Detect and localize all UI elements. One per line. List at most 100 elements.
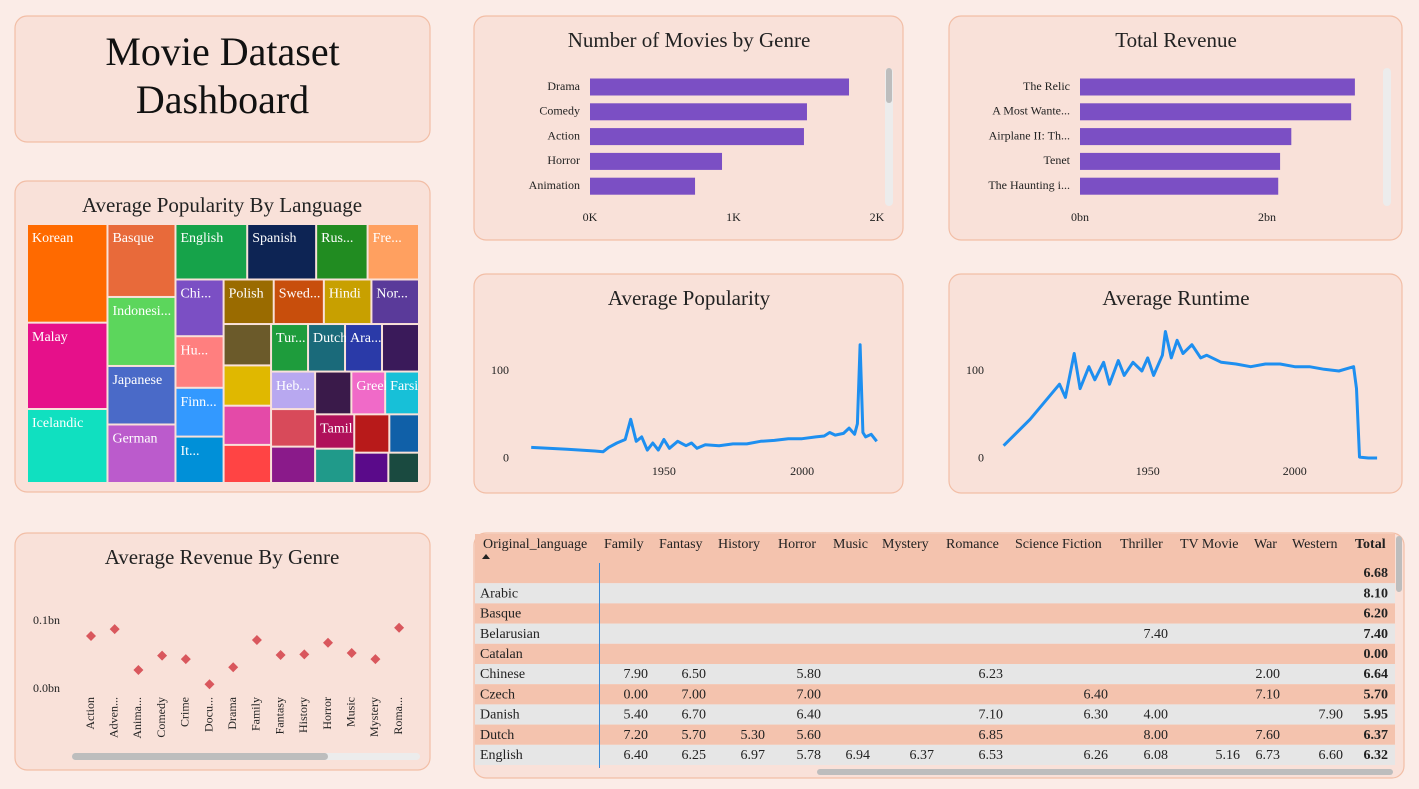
tile-label: Nor... — [376, 287, 408, 302]
y-tick-label: Airplane II: Th... — [989, 128, 1070, 142]
table-row — [475, 724, 1395, 745]
table-row — [475, 643, 1395, 664]
point — [133, 664, 144, 675]
x-tick-label: Mystery — [367, 697, 381, 737]
treemap-tile — [28, 323, 107, 408]
column-header: Horror — [778, 537, 816, 552]
column-header: Music — [833, 537, 868, 552]
table-cell: 7.20 — [624, 728, 649, 743]
bar — [1080, 78, 1355, 96]
column-header: Family — [604, 537, 644, 552]
table-row — [475, 563, 1395, 584]
point — [157, 650, 168, 661]
table-cell: 6.08 — [1144, 748, 1169, 763]
tile-label: Icelandic — [32, 416, 83, 431]
tile-label: Hu... — [180, 343, 208, 358]
table-cell: 5.95 — [1364, 708, 1389, 723]
table-cell: 5.40 — [624, 708, 649, 723]
table-cell: 7.00 — [682, 687, 707, 702]
chart-title: Average Popularity By Language — [82, 193, 362, 217]
scroll-thumb[interactable] — [1396, 536, 1402, 592]
treemap-tile — [176, 437, 223, 482]
treemap-tile — [224, 445, 271, 482]
table-cell: 6.50 — [682, 667, 707, 682]
table-cell: 4.00 — [1144, 708, 1169, 723]
point — [109, 624, 120, 635]
table-cell: 6.26 — [1084, 748, 1109, 763]
x-tick-label: Action — [83, 697, 97, 730]
treemap-tile — [389, 453, 418, 482]
column-header: History — [718, 537, 760, 552]
scroll-track — [1383, 68, 1391, 206]
y-tick-label: 0 — [503, 451, 509, 465]
line — [1002, 330, 1378, 460]
x-tick-label: 1K — [726, 210, 741, 224]
line — [531, 343, 878, 454]
tile-label: Spanish — [252, 231, 296, 246]
y-tick-label: 0.1bn — [33, 613, 60, 627]
x-tick-label: 1950 — [1136, 464, 1160, 478]
x-tick-label: 0bn — [1071, 210, 1089, 224]
table-cell: 8.10 — [1364, 586, 1389, 601]
y-tick-label: Horror — [547, 153, 580, 167]
x-tick-label: Horror — [320, 697, 334, 730]
x-tick-label: Comedy — [154, 697, 168, 738]
treemap-tile — [176, 225, 247, 279]
runtime-card — [948, 273, 1403, 494]
table-row — [475, 744, 1395, 765]
row-label: English — [480, 748, 523, 763]
treemap-tile — [28, 410, 107, 482]
treemap-tile — [28, 225, 107, 322]
sort-arrow — [482, 554, 490, 559]
bar — [590, 78, 850, 96]
y-tick-label: Drama — [547, 79, 580, 93]
treemap-tile — [272, 447, 315, 482]
row-label: Chinese — [480, 667, 525, 682]
tile-label: Indonesi... — [112, 304, 171, 319]
scroll-thumb[interactable] — [72, 753, 328, 760]
tile-label: Dutch — [313, 331, 347, 346]
table-cell: 5.80 — [797, 667, 822, 682]
bar — [1080, 128, 1292, 146]
table-cell: 6.20 — [1364, 607, 1389, 622]
revenue-bar-card — [948, 15, 1403, 241]
chart-title: Average Popularity — [608, 286, 771, 310]
y-tick-label: The Relic — [1023, 79, 1070, 93]
genre-bar-card — [473, 15, 904, 241]
table-cell: 7.00 — [797, 687, 822, 702]
table-cell: 6.70 — [682, 708, 707, 723]
treemap-tile — [176, 337, 223, 387]
treemap-tile — [108, 297, 175, 365]
table-row — [475, 684, 1395, 705]
table-cell: 6.73 — [1256, 748, 1281, 763]
table-cell: 7.60 — [1256, 728, 1281, 743]
column-header: TV Movie — [1180, 537, 1238, 552]
y-tick-label: Tenet — [1044, 153, 1071, 167]
y-tick-label: 100 — [491, 363, 509, 377]
table-cell: 5.70 — [1364, 687, 1389, 702]
table-cell: 6.85 — [979, 728, 1004, 743]
bar — [1080, 177, 1279, 195]
table-cell: 6.40 — [797, 708, 822, 723]
point — [346, 647, 357, 658]
table-cell: 6.97 — [741, 748, 766, 763]
x-tick-label: 2000 — [790, 464, 814, 478]
table: Original_language Family Fantasy History Hor… — [475, 534, 1395, 768]
tile-label: Basque — [112, 231, 153, 246]
tile-label: Rus... — [321, 231, 353, 246]
x-tick-label: Fantasy — [272, 697, 286, 734]
scatter-card — [14, 532, 431, 771]
point — [204, 679, 215, 690]
table-cell: 6.40 — [624, 748, 649, 763]
x-tick-label: Drama — [225, 696, 239, 729]
table-cell: 7.10 — [979, 708, 1004, 723]
x-tick-label: Docu... — [201, 697, 215, 732]
scroll-thumb[interactable] — [886, 68, 892, 103]
title-card — [14, 15, 431, 143]
scroll-thumb[interactable] — [817, 769, 1393, 775]
x-tick-label: History — [296, 697, 310, 733]
bar — [1080, 103, 1352, 121]
treemap-tile — [390, 415, 418, 452]
